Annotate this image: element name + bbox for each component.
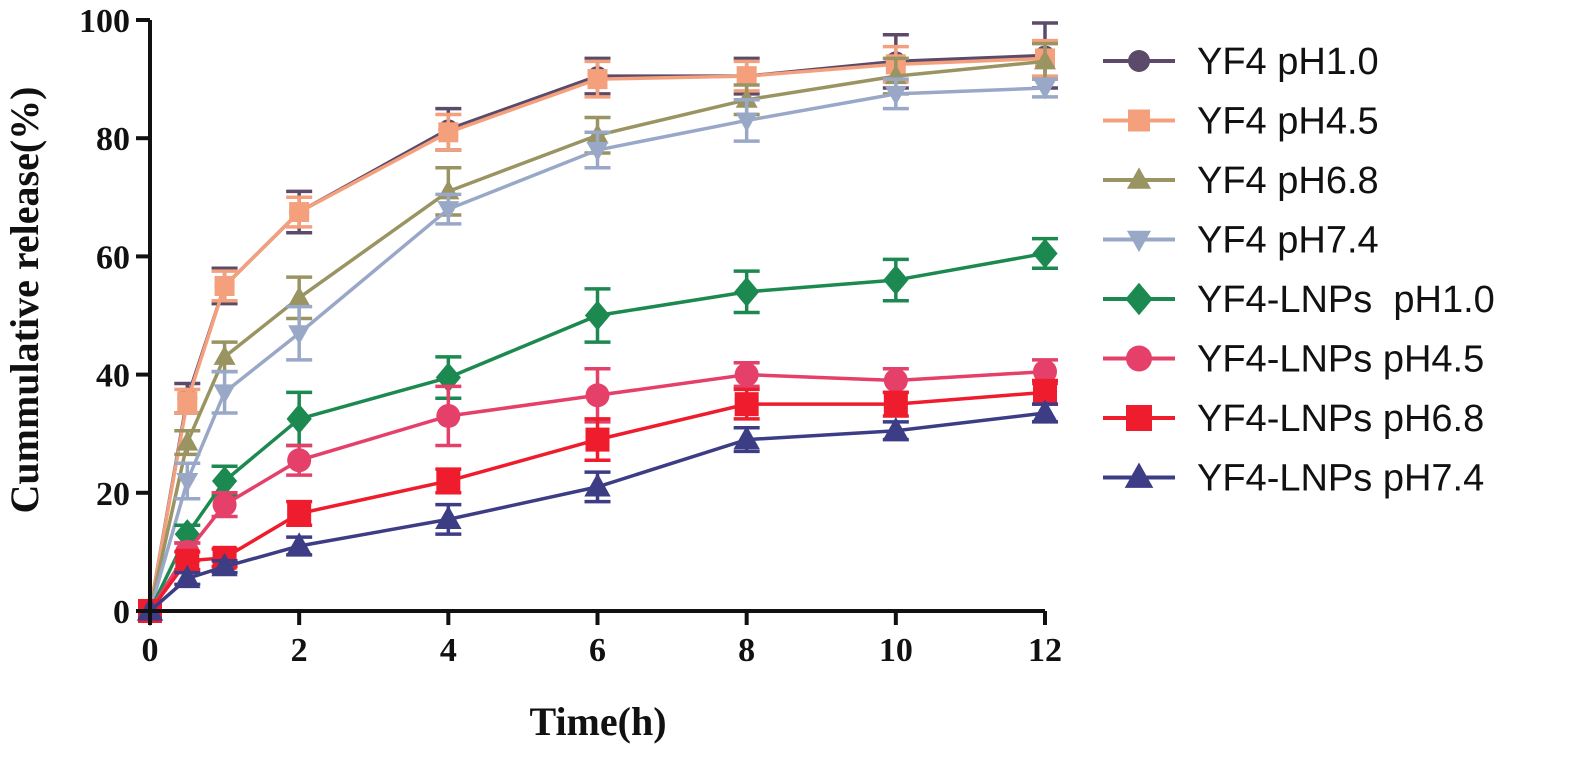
data-point <box>586 142 609 162</box>
y-tick-label: 100 <box>79 3 130 40</box>
legend-marker <box>1128 50 1150 72</box>
legend-entry: YF4 pH1.0 <box>1103 41 1379 83</box>
data-point <box>285 532 313 556</box>
legend-entry: YF4 pH7.4 <box>1103 220 1379 262</box>
data-point <box>286 403 312 434</box>
data-point <box>174 564 201 589</box>
legend-label: YF4-LNPs pH7.4 <box>1197 458 1484 500</box>
legend-label: YF4 pH7.4 <box>1197 220 1379 262</box>
legend-marker <box>1126 167 1152 189</box>
data-point <box>288 325 311 345</box>
data-point <box>735 112 758 132</box>
series-4 <box>139 77 1058 623</box>
series-layer <box>136 21 1059 626</box>
legend-entry: YF4 pH4.5 <box>1103 101 1379 143</box>
data-point <box>211 465 238 496</box>
x-tick-label: 12 <box>1028 632 1062 669</box>
data-point <box>1034 49 1056 70</box>
y-ticks: 0 20 40 60 80 100 <box>79 3 150 631</box>
data-point <box>437 201 460 221</box>
legend-marker <box>1125 282 1153 316</box>
legend-label: YF4-LNPs pH1.0 <box>1197 279 1495 321</box>
legend-entry: YF4-LNPs pH6.8 <box>1103 398 1484 440</box>
legend-label: YF4 pH1.0 <box>1197 41 1379 83</box>
data-point <box>287 448 312 473</box>
data-point <box>883 392 908 417</box>
data-point <box>883 265 909 296</box>
data-point <box>883 368 908 393</box>
series-6 <box>138 358 1058 623</box>
data-point <box>734 362 759 387</box>
data-point <box>177 391 198 412</box>
x-tick-label: 10 <box>879 632 913 669</box>
x-tick-label: 2 <box>291 632 308 669</box>
data-point <box>213 384 236 404</box>
legend-marker <box>1126 405 1152 431</box>
data-point <box>436 468 461 493</box>
data-point <box>584 300 611 331</box>
data-point <box>733 425 760 450</box>
data-point <box>882 416 910 441</box>
data-point <box>212 492 237 517</box>
data-point <box>734 392 759 417</box>
data-point <box>585 383 610 408</box>
series-8 <box>136 399 1059 621</box>
data-point <box>736 66 757 87</box>
axes-layer: 0 2 4 6 8 10 12 0 20 40 60 80 100 Time(h) Cummulati… <box>2 3 1062 744</box>
legend-marker <box>1126 345 1152 372</box>
data-point <box>213 345 236 365</box>
x-axis-title: Time(h) <box>529 699 666 744</box>
data-point <box>587 69 608 90</box>
data-point <box>585 427 610 452</box>
x-tick-label: 0 <box>142 632 159 669</box>
y-tick-label: 40 <box>96 358 130 395</box>
data-point <box>287 501 312 526</box>
legend-marker <box>1126 230 1152 253</box>
x-tick-label: 8 <box>738 632 755 669</box>
y-axis-title: Cummulative release(%) <box>2 87 47 514</box>
data-point <box>214 275 235 296</box>
data-point <box>211 552 238 577</box>
data-point <box>436 403 461 428</box>
data-point <box>1034 79 1056 100</box>
data-point <box>435 505 462 529</box>
x-ticks: 0 2 4 6 8 10 12 <box>142 611 1062 669</box>
data-point <box>584 473 611 497</box>
y-tick-label: 80 <box>96 121 130 158</box>
y-tick-label: 20 <box>96 476 130 513</box>
y-tick-label: 0 <box>113 594 130 631</box>
data-point <box>1032 238 1058 269</box>
data-point <box>884 85 907 106</box>
legend-label: YF4-LNPs pH4.5 <box>1197 339 1484 381</box>
legend-entry: YF4-LNPs pH4.5 <box>1103 339 1484 381</box>
legend-marker <box>1128 109 1150 132</box>
legend-entry: YF4-LNPs pH1.0 <box>1103 279 1495 321</box>
y-tick-label: 60 <box>96 239 130 276</box>
data-point <box>1031 399 1059 423</box>
data-point <box>1033 359 1057 384</box>
data-point <box>734 276 760 307</box>
data-point <box>438 122 459 143</box>
x-tick-label: 6 <box>589 632 606 669</box>
data-point <box>289 202 310 223</box>
legend-marker <box>1124 462 1154 488</box>
legend-label: YF4-LNPs pH6.8 <box>1197 398 1484 440</box>
data-point <box>176 431 199 451</box>
legend-label: YF4 pH6.8 <box>1197 160 1379 202</box>
x-tick-label: 4 <box>440 632 457 669</box>
legend: YF4 pH1.0 YF4 pH4.5 YF4 pH6.8 YF4 pH7.4 YF4-… <box>1103 41 1495 500</box>
legend-entry: YF4-LNPs pH7.4 <box>1103 458 1484 500</box>
legend-label: YF4 pH4.5 <box>1197 101 1379 143</box>
legend-entry: YF4 pH6.8 <box>1103 160 1379 202</box>
data-point <box>176 472 199 493</box>
data-point <box>288 286 311 306</box>
